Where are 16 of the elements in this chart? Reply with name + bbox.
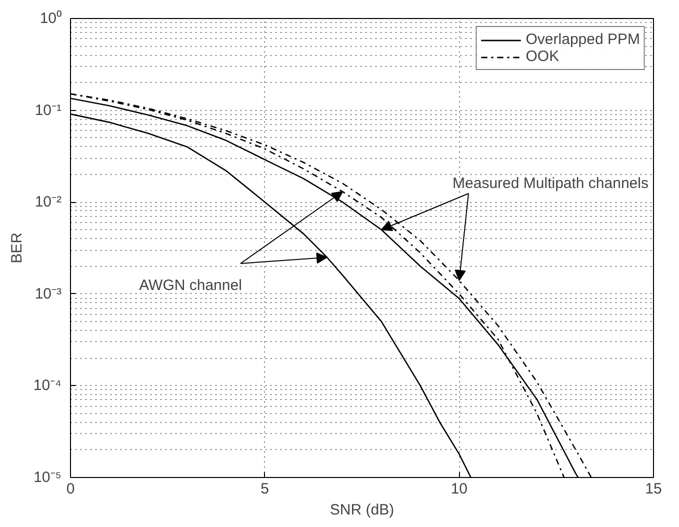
y-tick-label: 10⁻⁵ [34,469,62,486]
y-tick-label: 10⁻⁴ [33,377,62,394]
x-tick-label: 15 [645,480,662,498]
y-axis-title: BER [8,232,26,264]
legend-label: OOK [526,48,560,65]
y-tick-label: 10⁻³ [34,285,62,302]
y-tick-label: 10⁻² [34,194,62,211]
x-tick-label: 10 [450,480,468,498]
y-tick-label: 10⁰ [40,10,62,27]
x-axis-title: SNR (dB) [330,502,394,518]
x-tick-label: 5 [260,480,270,498]
annotation: Measured Multipath channels [452,175,648,192]
x-tick-label: 0 [66,480,75,498]
y-tick-label: 10⁻¹ [34,102,62,119]
legend-label: Overlapped PPM [526,31,640,48]
annotation: AWGN channel [139,277,242,294]
